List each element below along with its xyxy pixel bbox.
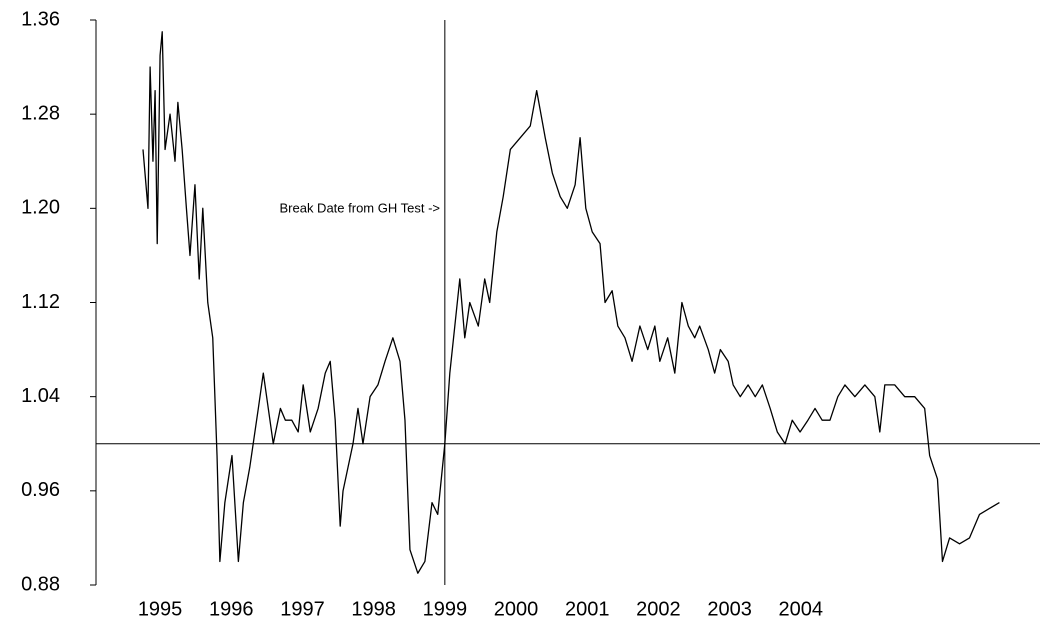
x-tick-label: 1996	[209, 598, 254, 620]
x-tick-label: 2002	[636, 598, 681, 620]
x-tick-label: 1997	[280, 598, 325, 620]
annotation: Break Date from GH Test ->	[279, 200, 440, 215]
y-tick-label: 1.20	[21, 197, 60, 219]
x-tick-label: 1999	[423, 598, 468, 620]
x-tick-label: 1998	[351, 598, 396, 620]
y-tick-label: 1.12	[21, 291, 60, 313]
y-tick-label: 0.88	[21, 573, 60, 595]
x-tick-label: 2000	[494, 598, 539, 620]
x-tick-label: 2001	[565, 598, 610, 620]
x-tick-label: 2003	[707, 598, 752, 620]
y-tick-label: 1.04	[21, 385, 60, 407]
y-tick-label: 0.96	[21, 479, 60, 501]
x-tick-label: 2004	[779, 598, 824, 620]
line-series	[142, 31, 1000, 574]
x-tick-label: 1995	[138, 598, 183, 620]
y-tick-label: 1.36	[21, 8, 60, 30]
y-tick-label: 1.28	[21, 102, 60, 124]
